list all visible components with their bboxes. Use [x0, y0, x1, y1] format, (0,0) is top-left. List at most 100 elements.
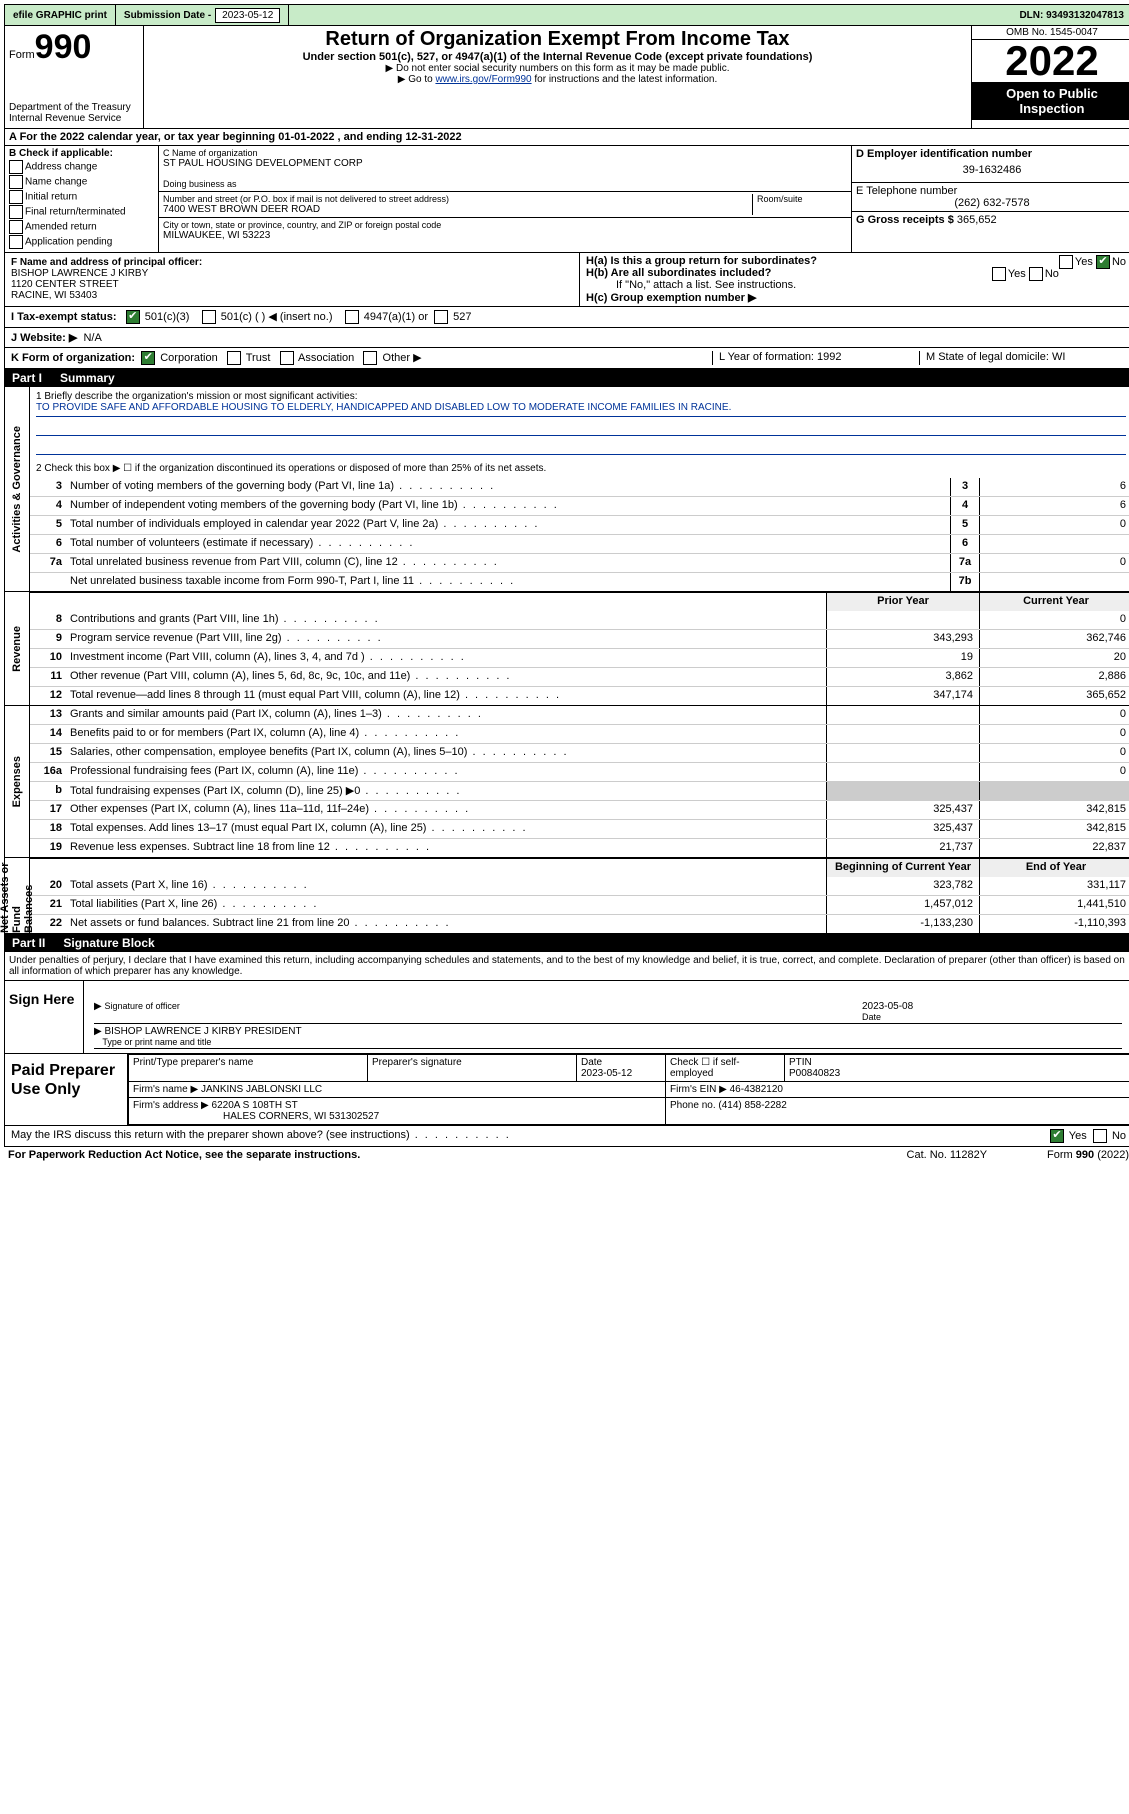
block-netassets: Net Assets or Fund Balances Beginning of…: [4, 858, 1129, 934]
col-right-ids: D Employer identification number 39-1632…: [851, 146, 1129, 252]
block-governance: Activities & Governance 1 Briefly descri…: [4, 387, 1129, 592]
chk-address-change[interactable]: Address change: [9, 160, 154, 174]
col-b-checkboxes: B Check if applicable: Address change Na…: [5, 146, 159, 252]
row-a-taxyear: A For the 2022 calendar year, or tax yea…: [4, 129, 1129, 146]
row-i-tax-status: I Tax-exempt status: 501(c)(3) 501(c) ( …: [4, 307, 1129, 328]
row-j-website: J Website: ▶ N/A: [4, 328, 1129, 348]
part-i-header: Part I Summary: [4, 369, 1129, 387]
open-public: Open to Public Inspection: [972, 82, 1129, 120]
chk-initial-return[interactable]: Initial return: [9, 190, 154, 204]
table-row: 22Net assets or fund balances. Subtract …: [30, 914, 1129, 933]
chk-amended[interactable]: Amended return: [9, 220, 154, 234]
col-c-name: C Name of organization ST PAUL HOUSING D…: [159, 146, 851, 252]
table-row: 14Benefits paid to or for members (Part …: [30, 724, 1129, 743]
table-row: 11Other revenue (Part VIII, column (A), …: [30, 667, 1129, 686]
footer-row: For Paperwork Reduction Act Notice, see …: [4, 1147, 1129, 1163]
form-title: Return of Organization Exempt From Incom…: [150, 28, 965, 51]
table-row: 21Total liabilities (Part X, line 26)1,4…: [30, 895, 1129, 914]
table-row: 18Total expenses. Add lines 13–17 (must …: [30, 819, 1129, 838]
sign-here-label: Sign Here: [5, 981, 84, 1053]
table-row: 8Contributions and grants (Part VIII, li…: [30, 611, 1129, 629]
title-block: Return of Organization Exempt From Incom…: [144, 26, 971, 128]
org-name: ST PAUL HOUSING DEVELOPMENT CORP: [163, 158, 847, 169]
dln: DLN: 93493132047813: [1011, 10, 1129, 21]
note-ssn: ▶ Do not enter social security numbers o…: [150, 63, 965, 74]
paid-preparer-label: Paid Preparer Use Only: [5, 1054, 128, 1125]
room-suite: Room/suite: [752, 194, 847, 215]
org-city: MILWAUKEE, WI 53223: [163, 230, 847, 241]
block-expenses: Expenses 13Grants and similar amounts pa…: [4, 706, 1129, 858]
chk-app-pending[interactable]: Application pending: [9, 235, 154, 249]
table-row: 20Total assets (Part X, line 16)323,7823…: [30, 877, 1129, 895]
table-row: bTotal fundraising expenses (Part IX, co…: [30, 781, 1129, 800]
side-revenue: Revenue: [5, 592, 30, 705]
chk-corporation: [141, 351, 155, 365]
form-subtitle: Under section 501(c), 527, or 4947(a)(1)…: [150, 51, 965, 63]
prep-date: 2023-05-12: [581, 1068, 632, 1079]
sign-date: 2023-05-08: [862, 1001, 913, 1012]
ha-no-checked: [1096, 255, 1110, 269]
mission-text: TO PROVIDE SAFE AND AFFORDABLE HOUSING T…: [36, 402, 1126, 417]
mission-block: 1 Briefly describe the organization's mi…: [30, 387, 1129, 478]
table-row: Net unrelated business taxable income fr…: [30, 572, 1129, 591]
year-formation: L Year of formation: 1992: [712, 351, 919, 365]
ein: 39-1632486: [856, 160, 1128, 180]
block-revenue: Revenue Prior Year Current Year 8Contrib…: [4, 592, 1129, 706]
rev-hdr: Prior Year Current Year: [30, 592, 1129, 611]
side-governance: Activities & Governance: [5, 387, 30, 591]
year-box: OMB No. 1545-0047 2022 Open to Public In…: [971, 26, 1129, 128]
phone: (262) 632-7578: [856, 197, 1128, 209]
discuss-yes: [1050, 1129, 1064, 1143]
irs-link[interactable]: www.irs.gov/Form990: [435, 74, 531, 85]
form-footer: Form 990 (2022): [1047, 1149, 1129, 1161]
table-row: 9Program service revenue (Part VIII, lin…: [30, 629, 1129, 648]
submission-date-value: 2023-05-12: [215, 8, 280, 23]
h-block: H(a) Is this a group return for subordin…: [580, 253, 1129, 306]
org-street: 7400 WEST BROWN DEER ROAD: [163, 204, 752, 215]
firm-ein: 46-4382120: [730, 1084, 783, 1095]
gross-receipts: 365,652: [957, 214, 997, 226]
table-row: 12Total revenue—add lines 8 through 11 (…: [30, 686, 1129, 705]
self-employed-check[interactable]: Check ☐ if self-employed: [666, 1055, 785, 1082]
efile-topbar: efile GRAPHIC print Submission Date - 20…: [4, 4, 1129, 26]
table-row: 7aTotal unrelated business revenue from …: [30, 553, 1129, 572]
ptin: P00840823: [789, 1068, 840, 1079]
form-id-block: Form990 Department of the Treasury Inter…: [5, 26, 144, 128]
firm-phone: (414) 858-2282: [718, 1100, 786, 1111]
sign-block: Sign Here ▶ Signature of officer 2023-05…: [4, 981, 1129, 1054]
principal-officer: F Name and address of principal officer:…: [5, 253, 580, 306]
dept-treasury: Department of the Treasury: [9, 102, 139, 113]
table-row: 17Other expenses (Part IX, column (A), l…: [30, 800, 1129, 819]
side-netassets: Net Assets or Fund Balances: [5, 858, 30, 933]
officer-name: BISHOP LAWRENCE J KIRBY PRESIDENT: [104, 1026, 301, 1037]
table-row: 19Revenue less expenses. Subtract line 1…: [30, 838, 1129, 857]
table-row: 10Investment income (Part VIII, column (…: [30, 648, 1129, 667]
na-hdr: Beginning of Current Year End of Year: [30, 858, 1129, 877]
identity-block: B Check if applicable: Address change Na…: [4, 146, 1129, 253]
table-row: 16aProfessional fundraising fees (Part I…: [30, 762, 1129, 781]
penalties-text: Under penalties of perjury, I declare th…: [4, 952, 1129, 981]
website-value: N/A: [83, 332, 101, 344]
chk-name-change[interactable]: Name change: [9, 175, 154, 189]
note-link: ▶ Go to www.irs.gov/Form990 for instruct…: [150, 74, 965, 85]
line2-discontinue: 2 Check this box ▶ ☐ if the organization…: [36, 463, 1126, 474]
firm-name: JANKINS JABLONSKI LLC: [201, 1084, 322, 1095]
table-row: 13Grants and similar amounts paid (Part …: [30, 706, 1129, 724]
cat-no: Cat. No. 11282Y: [907, 1149, 988, 1161]
firm-addr: 6220A S 108TH ST: [212, 1100, 298, 1111]
tax-year: 2022: [972, 40, 1129, 82]
table-row: 3Number of voting members of the governi…: [30, 478, 1129, 496]
paid-table: Print/Type preparer's name Preparer's si…: [128, 1054, 1129, 1125]
table-row: 5Total number of individuals employed in…: [30, 515, 1129, 534]
side-expenses: Expenses: [5, 706, 30, 857]
table-row: 4Number of independent voting members of…: [30, 496, 1129, 515]
paid-preparer-block: Paid Preparer Use Only Print/Type prepar…: [4, 1054, 1129, 1126]
state-domicile: M State of legal domicile: WI: [919, 351, 1126, 365]
form-header: Form990 Department of the Treasury Inter…: [4, 26, 1129, 129]
part-ii-header: Part II Signature Block: [4, 934, 1129, 952]
irs-label: Internal Revenue Service: [9, 113, 139, 124]
submission-date: Submission Date - 2023-05-12: [116, 5, 289, 25]
efile-label: efile GRAPHIC print: [5, 5, 116, 25]
chk-501c3: [126, 310, 140, 324]
chk-final-return[interactable]: Final return/terminated: [9, 205, 154, 219]
